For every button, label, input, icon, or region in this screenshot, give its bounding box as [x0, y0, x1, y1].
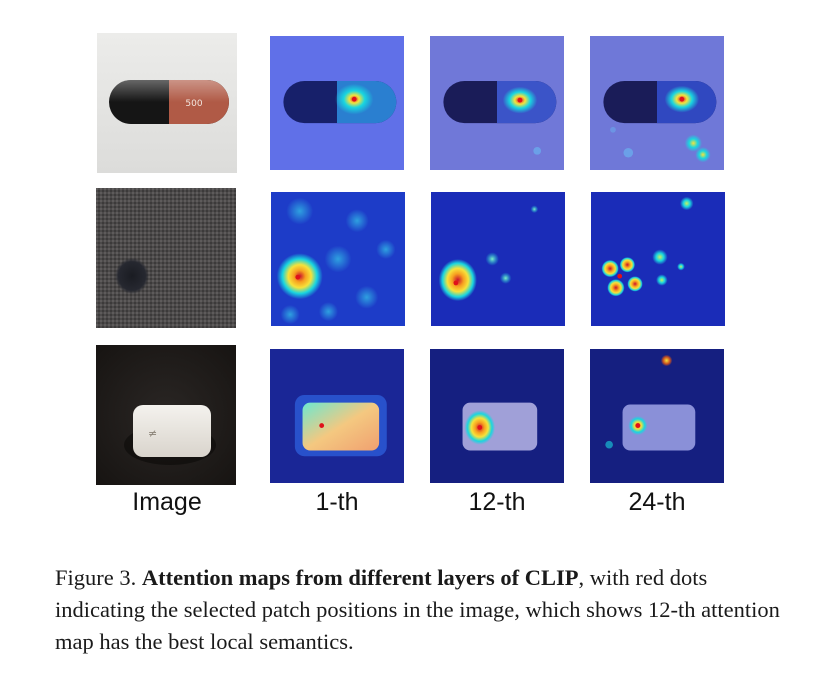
- attention-map-layer-24-capsule: [590, 35, 724, 171]
- figure-caption: Figure 3. Attention maps from different …: [55, 562, 785, 658]
- attention-map-layer-24-white-pill: [590, 349, 724, 483]
- caption-bold-title: Attention maps from different layers of …: [141, 565, 579, 590]
- attention-map-layer-12-white-pill: [430, 349, 564, 483]
- column-label-image: Image: [132, 488, 202, 516]
- original-image-capsule: 500: [97, 33, 237, 173]
- attention-map-layer-1-fabric: [271, 190, 405, 328]
- original-image-fabric: [96, 188, 236, 328]
- attention-map-layer-12-fabric: [431, 190, 565, 328]
- column-label-layer-24: 24-th: [628, 488, 686, 516]
- caption-prefix: Figure 3.: [55, 565, 137, 590]
- column-label-layer-1: 1-th: [315, 488, 359, 516]
- attention-map-layer-1-white-pill: [270, 349, 404, 483]
- attention-map-layer-1-capsule: [270, 35, 404, 171]
- original-image-white-pill: ≠: [96, 345, 236, 485]
- caption-body: , with red dots indicating the selected …: [55, 565, 780, 654]
- attention-map-layer-12-capsule: [430, 35, 564, 171]
- svg-text:≠: ≠: [148, 427, 157, 440]
- column-label-layer-12: 12-th: [468, 488, 526, 516]
- svg-text:500: 500: [185, 99, 202, 109]
- attention-map-layer-24-fabric: [591, 190, 725, 328]
